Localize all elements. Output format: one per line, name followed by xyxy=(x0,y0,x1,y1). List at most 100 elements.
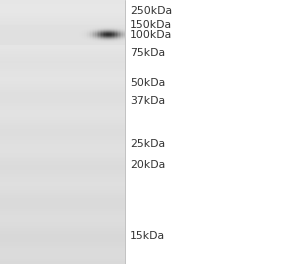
Bar xyxy=(93,27,95,28)
Bar xyxy=(72,26,74,27)
Bar xyxy=(16,28,17,29)
Bar xyxy=(95,37,97,38)
Bar xyxy=(56,37,58,38)
Bar xyxy=(95,39,97,40)
Bar xyxy=(68,35,70,36)
Bar xyxy=(123,29,125,30)
Bar xyxy=(0,137,125,139)
Bar xyxy=(52,25,53,26)
Bar xyxy=(0,227,125,228)
Bar xyxy=(68,28,70,29)
Bar xyxy=(85,34,87,35)
Bar xyxy=(115,27,117,28)
Bar xyxy=(79,27,81,28)
Bar xyxy=(97,31,98,32)
Bar xyxy=(97,27,98,28)
Bar xyxy=(120,29,122,30)
Bar xyxy=(37,36,39,37)
Bar xyxy=(84,42,86,43)
Bar xyxy=(54,38,56,39)
Bar xyxy=(108,42,109,43)
Bar xyxy=(95,30,97,31)
Bar xyxy=(0,92,125,94)
Bar xyxy=(56,40,58,41)
Bar xyxy=(58,36,59,37)
Bar xyxy=(100,41,102,42)
Bar xyxy=(36,26,38,27)
Bar xyxy=(20,29,22,30)
Bar xyxy=(113,26,115,27)
Bar xyxy=(0,1,125,3)
Bar xyxy=(118,34,120,35)
Bar xyxy=(9,26,11,27)
Bar xyxy=(42,33,44,34)
Bar xyxy=(106,39,108,40)
Bar xyxy=(85,26,87,27)
Bar xyxy=(68,34,70,35)
Bar xyxy=(87,39,89,40)
Bar xyxy=(120,39,122,40)
Bar xyxy=(3,38,5,39)
Bar xyxy=(14,38,16,39)
Bar xyxy=(28,35,30,36)
Bar xyxy=(76,43,78,44)
Bar xyxy=(97,27,98,28)
Bar xyxy=(108,33,109,34)
Bar xyxy=(70,44,72,45)
Bar xyxy=(3,26,5,27)
Bar xyxy=(98,30,100,31)
Bar xyxy=(16,27,17,28)
Bar xyxy=(78,28,80,29)
Bar xyxy=(0,109,125,111)
Bar xyxy=(50,33,52,34)
Bar xyxy=(9,25,11,26)
Bar xyxy=(3,37,5,38)
Bar xyxy=(5,27,7,28)
Bar xyxy=(5,37,7,38)
Bar xyxy=(93,39,95,40)
Bar xyxy=(84,30,86,31)
Bar xyxy=(120,30,122,31)
Bar xyxy=(84,44,86,45)
Bar xyxy=(0,42,125,44)
Bar xyxy=(45,30,47,31)
Bar xyxy=(39,44,41,45)
Bar xyxy=(76,27,78,28)
Bar xyxy=(0,33,2,34)
Bar xyxy=(113,28,115,29)
Bar xyxy=(103,42,105,43)
Bar xyxy=(100,37,102,38)
Bar xyxy=(106,27,108,28)
Bar xyxy=(53,39,55,40)
Bar xyxy=(120,33,122,34)
Bar xyxy=(16,37,17,38)
Bar xyxy=(42,34,44,35)
Bar xyxy=(0,31,125,33)
Bar xyxy=(109,42,111,43)
Bar xyxy=(113,30,115,31)
Bar xyxy=(31,29,33,30)
Bar xyxy=(73,27,75,28)
Bar xyxy=(0,35,2,36)
Bar xyxy=(93,44,95,45)
Bar xyxy=(62,29,64,30)
Bar xyxy=(50,32,52,33)
Bar xyxy=(76,35,78,36)
Bar xyxy=(72,25,74,26)
Bar xyxy=(23,27,25,28)
Bar xyxy=(76,30,78,31)
Bar xyxy=(62,30,64,31)
Bar xyxy=(64,41,66,42)
Bar xyxy=(48,37,50,38)
Bar xyxy=(67,27,69,28)
Bar xyxy=(17,36,19,37)
Bar xyxy=(16,39,17,40)
Bar xyxy=(112,25,114,26)
Bar xyxy=(90,37,92,38)
Bar xyxy=(97,39,98,40)
Bar xyxy=(100,30,102,31)
Bar xyxy=(85,32,87,33)
Bar xyxy=(22,25,24,26)
Bar xyxy=(104,37,106,38)
Bar xyxy=(121,30,123,31)
